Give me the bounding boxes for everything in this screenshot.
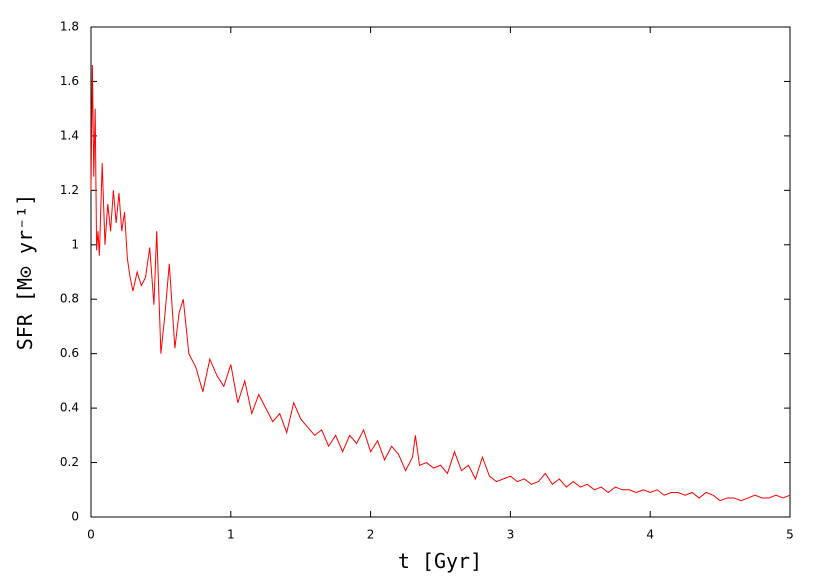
x-axis-label: t [Gyr] [398, 549, 482, 573]
x-tick-label: 1 [227, 528, 235, 542]
y-axis-label: SFR [M⊙ yr⁻¹] [13, 194, 37, 351]
y-tick-label: 0.2 [60, 455, 79, 469]
x-tick-label: 0 [87, 528, 95, 542]
y-tick-label: 0.8 [60, 292, 79, 306]
y-tick-label: 1.6 [60, 74, 79, 88]
y-tick-label: 0.6 [60, 346, 79, 360]
y-tick-label: 1.8 [60, 20, 79, 34]
y-tick-label: 1.2 [60, 183, 79, 197]
x-tick-label: 3 [507, 528, 515, 542]
y-tick-label: 1 [71, 237, 79, 251]
x-tick-label: 4 [646, 528, 654, 542]
x-tick-label: 2 [367, 528, 375, 542]
y-tick-label: 0.4 [60, 401, 79, 415]
y-tick-label: 1.4 [60, 128, 79, 142]
y-tick-label: 0 [71, 510, 79, 524]
plot-frame [90, 26, 791, 518]
data-line [90, 65, 791, 502]
x-tick-label: 5 [786, 528, 794, 542]
